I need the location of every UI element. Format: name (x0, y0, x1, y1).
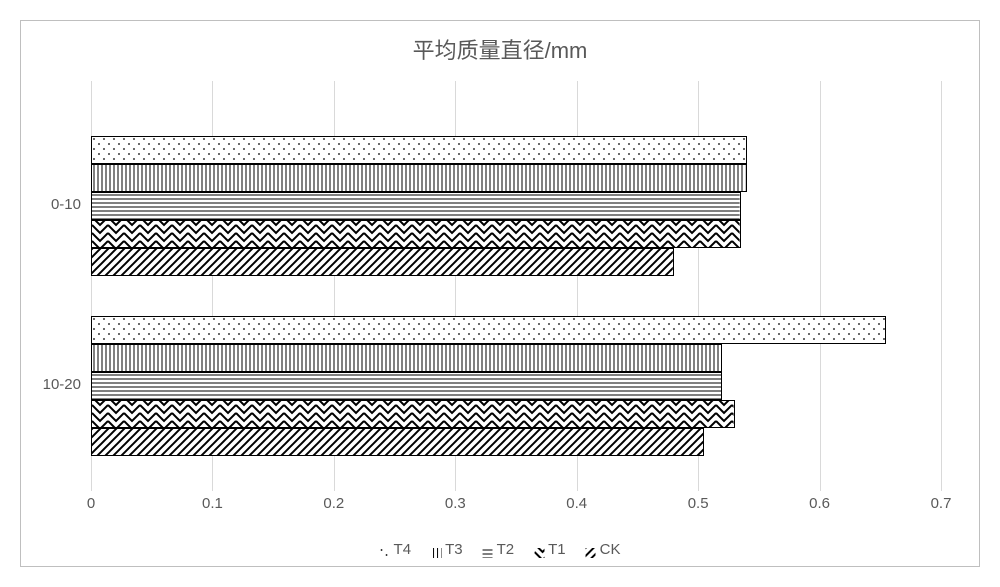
bar-T2 (91, 372, 722, 400)
bar-T3 (91, 164, 747, 192)
legend-item-T2: T2 (483, 541, 515, 558)
x-tick-label: 0.6 (809, 495, 830, 512)
legend-swatch-icon (431, 545, 441, 555)
chart-container: 平均质量直径/mm (20, 20, 980, 567)
gridline (941, 81, 942, 491)
bar-T1 (91, 400, 735, 428)
legend-label: T2 (497, 541, 515, 558)
gridline (820, 81, 821, 491)
legend-swatch-icon (534, 545, 544, 555)
legend-label: T3 (445, 541, 463, 558)
legend-swatch-icon (586, 545, 596, 555)
x-tick-label: 0 (87, 495, 95, 512)
bar-T4 (91, 136, 747, 164)
x-tick-label: 0.3 (445, 495, 466, 512)
x-tick-label: 0.4 (566, 495, 587, 512)
x-axis: 00.10.20.30.40.50.60.7 (91, 491, 941, 521)
legend-item-CK: CK (586, 541, 621, 558)
legend-label: CK (600, 541, 621, 558)
bar-CK (91, 428, 704, 456)
plot-area (91, 81, 941, 491)
x-tick-label: 0.1 (202, 495, 223, 512)
y-axis-label: 10-20 (31, 376, 81, 393)
legend-item-T1: T1 (534, 541, 566, 558)
legend-item-T4: T4 (380, 541, 412, 558)
legend-swatch-icon (483, 545, 493, 555)
y-axis-label: 0-10 (31, 196, 81, 213)
legend-item-T3: T3 (431, 541, 463, 558)
legend-label: T1 (548, 541, 566, 558)
x-tick-label: 0.5 (688, 495, 709, 512)
bar-T3 (91, 344, 722, 372)
x-tick-label: 0.2 (323, 495, 344, 512)
chart-title: 平均质量直径/mm (21, 21, 979, 73)
bar-T4 (91, 316, 886, 344)
legend-label: T4 (394, 541, 412, 558)
bar-T1 (91, 220, 741, 248)
legend-swatch-icon (380, 545, 390, 555)
bar-CK (91, 248, 674, 276)
x-tick-label: 0.7 (931, 495, 952, 512)
bar-T2 (91, 192, 741, 220)
legend: T4 T3 T2 T1 CK (380, 541, 621, 558)
